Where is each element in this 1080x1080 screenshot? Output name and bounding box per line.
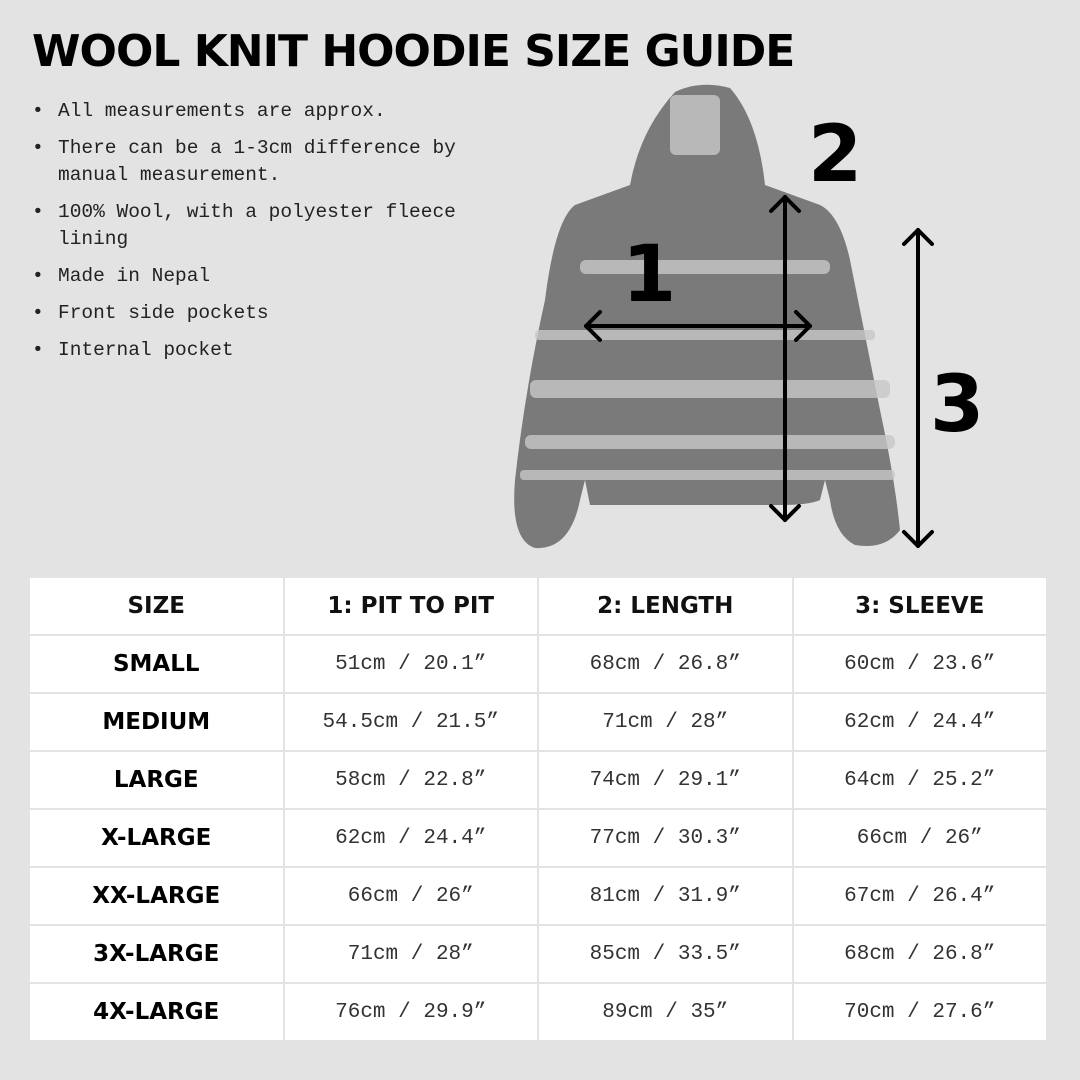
hoodie-figure: 1 2 3 <box>490 80 1050 570</box>
cell-length: 85cm / 33.5” <box>539 926 792 982</box>
cell-size: X-LARGE <box>30 810 283 866</box>
label-2: 2 <box>808 110 863 200</box>
arrow-sleeve <box>902 228 934 548</box>
cell-pit-to-pit: 54.5cm / 21.5” <box>284 694 537 750</box>
cell-sleeve: 66cm / 26” <box>793 810 1046 866</box>
table-row: X-LARGE 62cm / 24.4” 77cm / 30.3” 66cm / 26… <box>30 810 1046 866</box>
cell-pit-to-pit: 58cm / 22.8” <box>284 752 537 808</box>
note-item: All measurements are approx. <box>32 98 492 125</box>
cell-size: MEDIUM <box>30 694 283 750</box>
cell-pit-to-pit: 51cm / 20.1” <box>284 636 537 692</box>
header-length: 2: LENGTH <box>539 578 792 634</box>
cell-size: LARGE <box>30 752 283 808</box>
label-3: 3 <box>930 360 985 450</box>
cell-pit-to-pit: 71cm / 28” <box>284 926 537 982</box>
cell-length: 74cm / 29.1” <box>539 752 792 808</box>
note-item: Front side pockets <box>32 300 492 327</box>
cell-sleeve: 70cm / 27.6” <box>793 984 1046 1040</box>
notes-list: All measurements are approx. There can b… <box>32 98 492 374</box>
cell-sleeve: 60cm / 23.6” <box>793 636 1046 692</box>
cell-length: 77cm / 30.3” <box>539 810 792 866</box>
table-header-row: SIZE 1: PIT TO PIT 2: LENGTH 3: SLEEVE <box>30 578 1046 634</box>
note-item: Made in Nepal <box>32 263 492 290</box>
cell-sleeve: 68cm / 26.8” <box>793 926 1046 982</box>
cell-length: 71cm / 28” <box>539 694 792 750</box>
cell-length: 89cm / 35” <box>539 984 792 1040</box>
table-row: XX-LARGE 66cm / 26” 81cm / 31.9” 67cm / 26.… <box>30 868 1046 924</box>
arrow-length <box>769 195 801 522</box>
hoodie-silhouette <box>514 84 900 549</box>
arrow-pit-to-pit <box>584 310 812 342</box>
page-title: WOOL KNIT HOODIE SIZE GUIDE <box>32 26 795 77</box>
note-item: There can be a 1-3cm difference by manua… <box>32 135 492 189</box>
cell-length: 68cm / 26.8” <box>539 636 792 692</box>
cell-sleeve: 67cm / 26.4” <box>793 868 1046 924</box>
cell-size: 4X-LARGE <box>30 984 283 1040</box>
cell-sleeve: 64cm / 25.2” <box>793 752 1046 808</box>
size-table: SIZE 1: PIT TO PIT 2: LENGTH 3: SLEEVE S… <box>28 576 1048 1042</box>
note-item: Internal pocket <box>32 337 492 364</box>
note-item: 100% Wool, with a polyester fleece linin… <box>32 199 492 253</box>
header-size: SIZE <box>30 578 283 634</box>
table-row: MEDIUM 54.5cm / 21.5” 71cm / 28” 62cm / 24.… <box>30 694 1046 750</box>
hoodie-stripes <box>520 95 895 480</box>
cell-sleeve: 62cm / 24.4” <box>793 694 1046 750</box>
cell-pit-to-pit: 62cm / 24.4” <box>284 810 537 866</box>
table-row: 4X-LARGE 76cm / 29.9” 89cm / 35” 70cm / 27.… <box>30 984 1046 1040</box>
cell-size: SMALL <box>30 636 283 692</box>
header-sleeve: 3: SLEEVE <box>793 578 1046 634</box>
header-pit-to-pit: 1: PIT TO PIT <box>284 578 537 634</box>
cell-size: 3X-LARGE <box>30 926 283 982</box>
cell-pit-to-pit: 66cm / 26” <box>284 868 537 924</box>
table-row: LARGE 58cm / 22.8” 74cm / 29.1” 64cm / 25.2… <box>30 752 1046 808</box>
table-row: SMALL 51cm / 20.1” 68cm / 26.8” 60cm / 23.6… <box>30 636 1046 692</box>
cell-length: 81cm / 31.9” <box>539 868 792 924</box>
label-1: 1 <box>622 230 677 320</box>
cell-pit-to-pit: 76cm / 29.9” <box>284 984 537 1040</box>
cell-size: XX-LARGE <box>30 868 283 924</box>
hoodie-image <box>514 84 934 549</box>
table-row: 3X-LARGE 71cm / 28” 85cm / 33.5” 68cm / 26.… <box>30 926 1046 982</box>
